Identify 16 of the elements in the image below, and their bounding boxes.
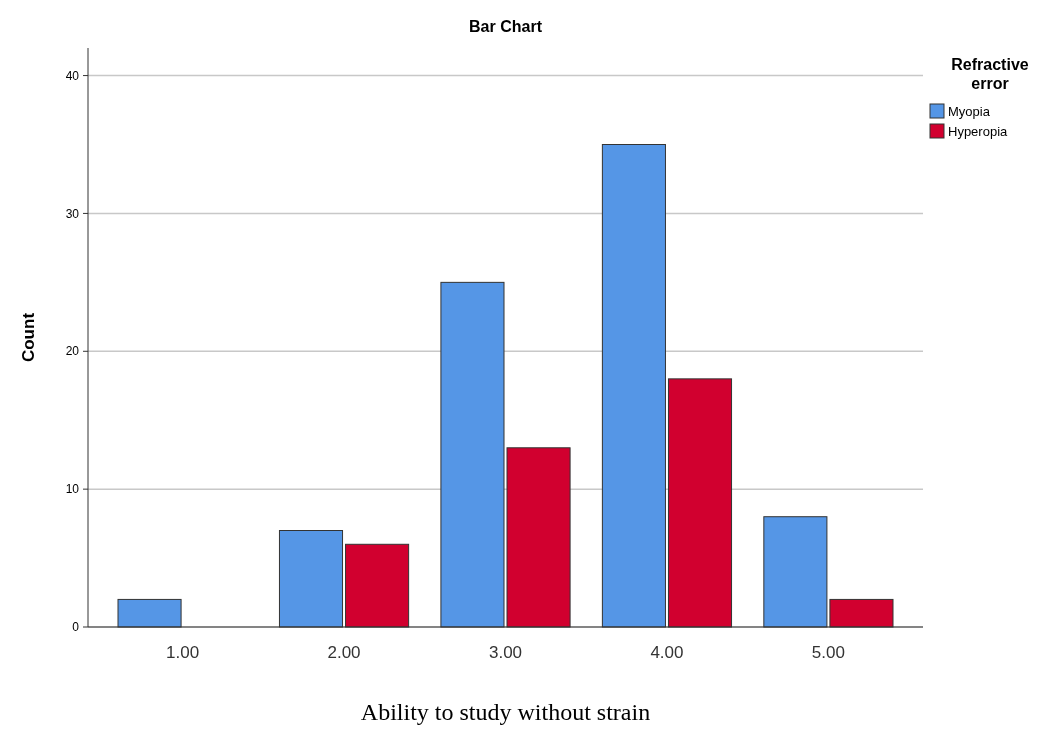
y-tick-label: 10 xyxy=(65,482,80,497)
x-tick-label: 4.00 xyxy=(650,643,684,662)
chart-title: Bar Chart xyxy=(469,18,543,35)
x-tick-label: 3.00 xyxy=(488,643,523,662)
y-tick-label: 30 xyxy=(65,206,80,221)
x-tick-label: 1.00 xyxy=(166,643,200,662)
y-axis-title: Count xyxy=(19,312,38,363)
y-tick-label: 20 xyxy=(65,344,80,359)
x-tick-label: 2.00 xyxy=(327,643,361,662)
y-tick-label: 40 xyxy=(65,68,80,83)
x-axis-title: Ability to study without strain xyxy=(360,699,651,725)
legend-label: Hyperopia xyxy=(948,123,1009,139)
y-tick-label: 0 xyxy=(72,620,80,635)
x-tick-label: 5.00 xyxy=(811,643,845,662)
legend-title: Refractive error xyxy=(951,56,1029,92)
legend-label: Myopia xyxy=(948,103,991,119)
